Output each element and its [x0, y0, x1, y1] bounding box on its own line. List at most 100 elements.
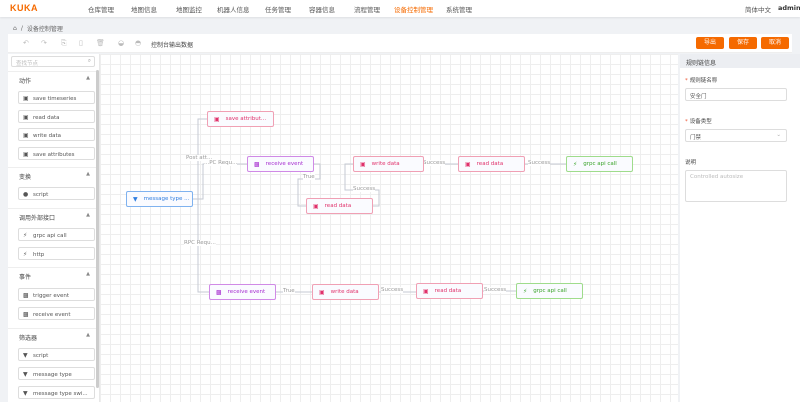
edge-label: ...PC Requ...: [204, 160, 238, 166]
chevron-up-icon: ▲: [86, 212, 90, 218]
nav-map-monitor[interactable]: 地图监控: [176, 6, 202, 14]
palette-item[interactable]: ▼ message type swi...: [18, 386, 95, 399]
search-placeholder: 查找节点: [16, 61, 39, 67]
nav-process[interactable]: 流程管理: [354, 6, 380, 14]
palette-item[interactable]: ▩ trigger event: [18, 288, 95, 301]
data-icon: ▣: [423, 287, 429, 295]
chevron-down-icon: ⌄: [776, 132, 781, 138]
palette-item[interactable]: ▼ script: [18, 348, 95, 361]
data-icon: ▣: [360, 160, 366, 168]
save-button[interactable]: 保存: [729, 37, 757, 49]
node-read-data[interactable]: ▣ read data: [306, 198, 373, 214]
node-read-data[interactable]: ▣ read data: [458, 156, 525, 172]
paste-icon[interactable]: ▯: [79, 39, 83, 47]
data-icon: ▣: [23, 95, 29, 102]
toolbar: ↶ ↷ ⎘ ▯ 🗑 ◒ ◓ 控制台输出数据 导出 保存 取消: [8, 34, 792, 53]
node-palette: 查找节点 ⌕ 动作 ▲ ▣ save timeseries ▣ read data ▣ w…: [8, 54, 100, 402]
palette-item[interactable]: ▣ read data: [18, 110, 95, 123]
section-external[interactable]: 调用外部接口 ▲: [8, 208, 96, 222]
cancel-button[interactable]: 取消: [761, 37, 789, 49]
label: Controlled autosize: [690, 174, 744, 180]
nav-system[interactable]: 系统管理: [446, 6, 472, 14]
label: 门禁: [690, 135, 702, 141]
flow-canvas[interactable]: Post att... ...PC Requ... RPC Requ... Tr…: [100, 54, 678, 402]
edge-label: True: [283, 288, 295, 294]
palette-item[interactable]: ▩ receive event: [18, 307, 95, 320]
palette-item[interactable]: ▣ save timeseries: [18, 91, 95, 104]
label: read data: [324, 203, 352, 209]
undo-icon[interactable]: ↶: [23, 39, 29, 47]
search-icon: ⌕: [87, 58, 91, 64]
sidebar-scrollbar[interactable]: [96, 70, 99, 388]
zoom-out-icon[interactable]: ◒: [118, 39, 125, 47]
label: save attributes: [33, 152, 75, 158]
console-output-button[interactable]: 控制台输出数据: [151, 42, 194, 49]
chevron-up-icon: ▲: [86, 332, 90, 338]
home-icon[interactable]: ⌂: [13, 25, 17, 32]
label: script: [33, 192, 49, 198]
nav-container[interactable]: 容器信息: [309, 6, 335, 14]
filter-icon: ▼: [23, 352, 28, 359]
palette-item[interactable]: ⚡ http: [18, 247, 95, 260]
palette-item[interactable]: ▼ message type: [18, 367, 95, 380]
node-read-data[interactable]: ▣ read data: [416, 283, 483, 299]
section-transform[interactable]: 变换 ▲: [8, 167, 96, 181]
node-grpc-api-call[interactable]: ⚡ grpc api call: [566, 156, 633, 172]
node-search-input[interactable]: 查找节点 ⌕: [11, 56, 95, 67]
node-write-data[interactable]: ▣ write data: [353, 156, 424, 172]
panel-title: 规则链信息: [680, 54, 800, 68]
user-menu[interactable]: admin: [778, 4, 800, 12]
nav-robot-info[interactable]: 机器人信息: [217, 6, 250, 14]
edge-label: Post att...: [186, 155, 213, 161]
node-grpc-api-call[interactable]: ⚡ grpc api call: [516, 283, 583, 299]
palette-item[interactable]: ⚡ grpc api call: [18, 228, 95, 241]
label: script: [33, 353, 49, 359]
section-filter[interactable]: 筛选器 ▲: [8, 328, 96, 342]
section-action[interactable]: 动作 ▲: [8, 71, 96, 85]
edges-layer: [193, 118, 566, 293]
label: read data: [33, 115, 60, 121]
node-receive-event[interactable]: ▩ receive event: [247, 156, 314, 172]
label: message type swi...: [33, 391, 88, 397]
node-message-type[interactable]: ▼ message type ...: [126, 191, 193, 207]
breadcrumb-current: 设备控制管理: [26, 26, 63, 33]
palette-item[interactable]: ▣ save attributes: [18, 147, 95, 160]
label: message type: [33, 372, 72, 378]
node-save-attributes[interactable]: ▣ save attribut...: [207, 111, 274, 127]
rule-chain-panel: 规则链信息 * 规则链名称 安全门 * 设备类型 门禁 ⌄ 说明 Controlled…: [680, 54, 800, 402]
breadcrumb-separator: /: [20, 25, 23, 32]
label: read data: [476, 161, 504, 167]
device-type-select[interactable]: 门禁 ⌄: [685, 129, 787, 142]
description-textarea[interactable]: Controlled autosize: [685, 170, 787, 202]
data-icon: ▣: [23, 151, 29, 158]
nav-task[interactable]: 任务管理: [265, 6, 291, 14]
palette-item[interactable]: ▣ write data: [18, 128, 95, 141]
label: http: [33, 252, 45, 258]
section-title: 动作: [19, 78, 32, 85]
delete-icon[interactable]: 🗑: [96, 39, 105, 47]
node-write-data[interactable]: ▣ write data: [312, 284, 379, 300]
script-icon: ●: [23, 191, 29, 198]
redo-icon[interactable]: ↷: [41, 39, 47, 47]
nav-device-control[interactable]: 设备控制管理: [394, 6, 433, 14]
event-icon: ▩: [216, 288, 222, 296]
label: grpc api call: [33, 233, 67, 239]
nav-map-info[interactable]: 地图信息: [131, 6, 157, 14]
palette-item[interactable]: ● script: [18, 187, 95, 200]
zoom-in-icon[interactable]: ◓: [135, 39, 142, 47]
filter-icon: ▼: [133, 195, 138, 203]
edge-label: Success: [423, 160, 446, 166]
edge-label: Success: [381, 287, 404, 293]
section-event[interactable]: 事件 ▲: [8, 267, 96, 281]
copy-icon[interactable]: ⎘: [61, 39, 67, 47]
label: grpc api call: [533, 288, 567, 294]
name-label: * 规则链名称: [685, 78, 718, 84]
filter-icon: ▼: [23, 390, 28, 397]
language-select[interactable]: 简体中文: [745, 6, 771, 14]
rule-chain-name-input[interactable]: 安全门: [685, 88, 787, 101]
node-receive-event[interactable]: ▩ receive event: [209, 284, 276, 300]
label: message type ...: [143, 196, 190, 202]
label: save attribut...: [225, 116, 267, 122]
nav-warehouse[interactable]: 仓库管理: [88, 6, 114, 14]
export-button[interactable]: 导出: [696, 37, 724, 49]
